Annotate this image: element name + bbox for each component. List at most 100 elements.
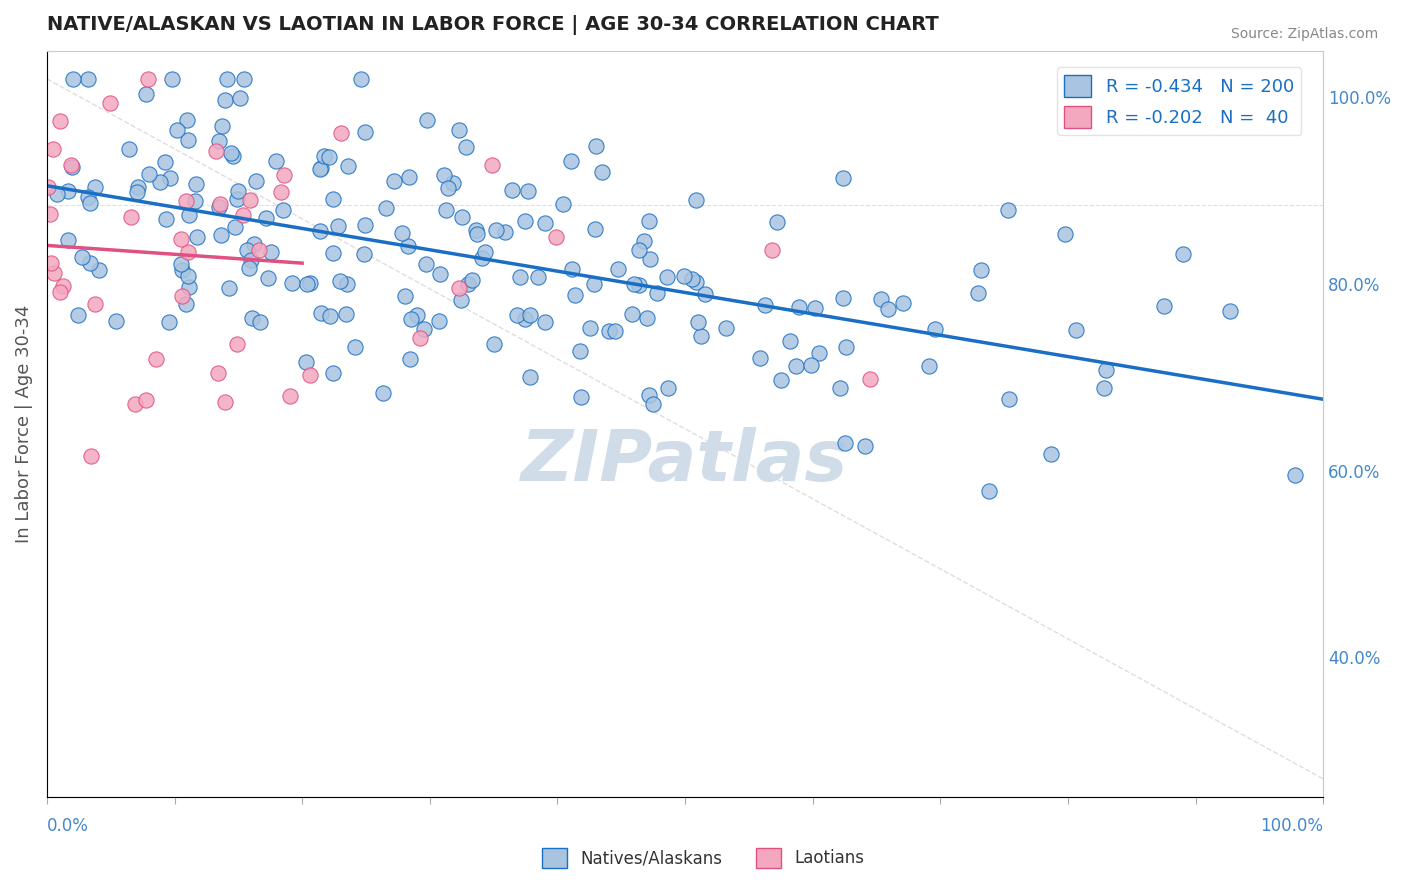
Point: [451, 210, 474, 224]
Point: [918, 359, 941, 373]
Point: [264, 153, 287, 168]
Point: [585, 138, 607, 153]
Point: [353, 247, 375, 261]
Point: [1092, 381, 1115, 395]
Point: [606, 262, 628, 277]
Point: [627, 243, 650, 257]
Point: [434, 203, 457, 218]
Point: [98, 95, 121, 110]
Point: [569, 391, 592, 405]
Point: [260, 245, 283, 260]
Point: [621, 307, 644, 321]
Point: [1053, 227, 1076, 241]
Point: [177, 269, 200, 284]
Point: [1153, 300, 1175, 314]
Point: [295, 355, 318, 369]
Legend: R = -0.434   N = 200, R = -0.202   N =  40: R = -0.434 N = 200, R = -0.202 N = 40: [1057, 67, 1302, 135]
Point: [124, 397, 146, 411]
Point: [208, 197, 231, 211]
Point: [179, 280, 201, 294]
Point: [560, 154, 582, 169]
Point: [464, 223, 486, 237]
Point: [437, 181, 460, 195]
Point: [312, 149, 335, 163]
Point: [224, 220, 246, 235]
Point: [214, 395, 236, 409]
Point: [155, 212, 177, 227]
Point: [433, 168, 456, 182]
Point: [311, 161, 333, 175]
Point: [281, 276, 304, 290]
Point: [136, 71, 159, 86]
Point: [690, 329, 713, 343]
Point: [714, 321, 737, 335]
Point: [322, 245, 344, 260]
Point: [877, 301, 900, 316]
Point: [157, 316, 180, 330]
Point: [485, 223, 508, 237]
Point: [309, 306, 332, 320]
Point: [977, 483, 1000, 498]
Point: [335, 307, 357, 321]
Point: [924, 322, 946, 336]
Point: [243, 237, 266, 252]
Point: [391, 226, 413, 240]
Point: [416, 112, 439, 127]
Point: [58, 233, 80, 247]
Point: [636, 311, 658, 326]
Point: [60, 160, 83, 174]
Point: [299, 277, 322, 291]
Point: [515, 214, 537, 228]
Point: [80, 449, 103, 463]
Point: [382, 174, 405, 188]
Text: Source: ZipAtlas.com: Source: ZipAtlas.com: [1230, 27, 1378, 41]
Point: [835, 340, 858, 354]
Point: [77, 71, 100, 86]
Point: [120, 211, 142, 225]
Point: [519, 370, 541, 384]
Point: [754, 298, 776, 312]
Point: [207, 200, 229, 214]
Point: [329, 274, 352, 288]
Point: [42, 266, 65, 280]
Point: [218, 281, 240, 295]
Point: [449, 281, 471, 295]
Point: [49, 114, 72, 128]
Point: [42, 142, 65, 156]
Point: [60, 158, 83, 172]
Point: [415, 257, 437, 271]
Point: [457, 277, 479, 291]
Point: [398, 170, 420, 185]
Point: [240, 311, 263, 326]
Point: [657, 381, 679, 395]
Point: [309, 161, 332, 176]
Point: [686, 315, 709, 329]
Point: [398, 352, 420, 367]
Point: [501, 183, 523, 197]
Legend: Natives/Alaskans, Laotians: Natives/Alaskans, Laotians: [536, 841, 870, 875]
Point: [853, 439, 876, 453]
Point: [215, 71, 238, 86]
Point: [125, 186, 148, 200]
Point: [76, 190, 98, 204]
Point: [685, 193, 707, 207]
Point: [623, 277, 645, 292]
Point: [561, 262, 583, 277]
Point: [176, 244, 198, 259]
Point: [66, 309, 89, 323]
Point: [519, 308, 541, 322]
Point: [474, 245, 496, 260]
Y-axis label: In Labor Force | Age 30-34: In Labor Force | Age 30-34: [15, 305, 32, 543]
Point: [336, 159, 359, 173]
Point: [429, 267, 451, 281]
Point: [870, 292, 893, 306]
Point: [84, 296, 107, 310]
Point: [344, 340, 367, 354]
Point: [1171, 247, 1194, 261]
Point: [1284, 467, 1306, 482]
Point: [308, 224, 330, 238]
Point: [655, 270, 678, 285]
Point: [322, 192, 344, 206]
Point: [585, 221, 607, 235]
Point: [509, 270, 531, 285]
